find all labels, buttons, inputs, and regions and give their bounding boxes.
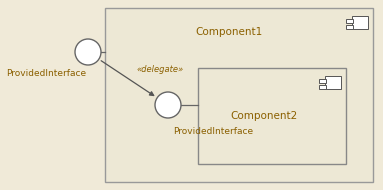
Bar (198, 68, 346, 164)
Bar (105, 8, 373, 182)
Text: «delegate»: «delegate» (136, 66, 183, 74)
Bar (325, 76, 341, 89)
Circle shape (75, 39, 101, 65)
Bar (352, 16, 368, 29)
Text: Component2: Component2 (231, 111, 298, 121)
Bar (319, 79, 326, 83)
Bar (346, 19, 353, 23)
Text: ProvidedInterface: ProvidedInterface (6, 70, 86, 78)
Text: ProvidedInterface: ProvidedInterface (173, 127, 253, 135)
Text: Component1: Component1 (195, 27, 263, 37)
Bar (319, 85, 326, 89)
Bar (346, 25, 353, 29)
Circle shape (155, 92, 181, 118)
